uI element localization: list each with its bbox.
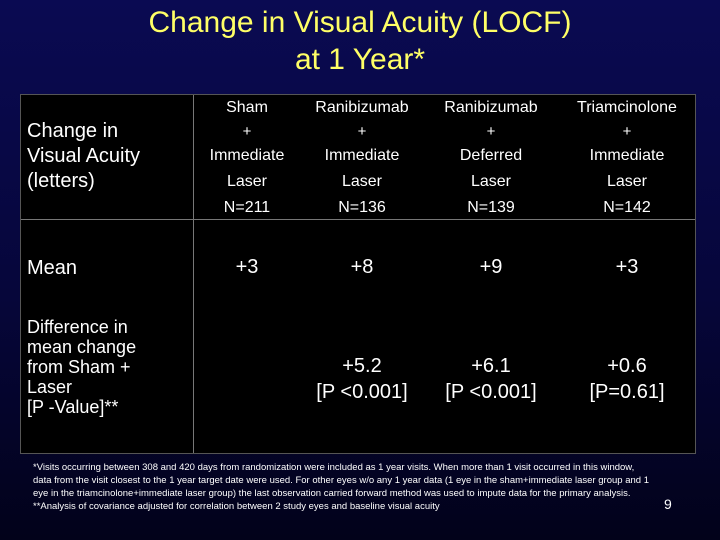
difference-label-line-4: Laser [27,377,73,397]
mean-value-ranibizumab-immediate: +8 [350,256,374,278]
column-plus: + [486,123,496,140]
mean-row-label: Mean [27,257,78,279]
column-treatment: Laser [470,173,512,190]
column-timing: Immediate [209,147,285,164]
column-n: N=142 [603,199,651,216]
column-timing: Immediate [589,147,665,164]
column-name: Ranibizumab [315,99,409,116]
column-treatment: Laser [226,173,268,190]
p-value: [P=0.61] [589,381,665,403]
column-name: Ranibizumab [444,99,538,116]
row-header-line-2: Visual Acuity [27,145,141,167]
column-timing: Deferred [459,147,523,164]
column-treatment: Laser [341,173,383,190]
column-n: N=136 [338,199,386,216]
footnote-analysis: **Analysis of covariance adjusted for co… [33,501,440,512]
column-name: Triamcinolone [577,99,677,116]
mean-value-triamcinolone: +3 [615,256,639,278]
title-line-1: Change in Visual Acuity (LOCF) [148,6,572,39]
results-table: Change in Visual Acuity (letters) Sham +… [20,94,696,454]
difference-value-ranibizumab-immediate: +5.2 [P <0.001] [292,353,432,405]
column-header-ranibizumab-immediate: Ranibizumab + Immediate Laser N=136 [298,95,426,221]
column-timing: Immediate [324,147,400,164]
difference-label-line-1: Difference in [27,317,128,337]
difference-row-label: Difference in mean change from Sham + La… [27,317,136,417]
difference-value: +0.6 [607,355,647,377]
column-name: Sham [226,99,268,116]
mean-value-sham: +3 [235,256,259,278]
difference-label-line-5: [P -Value]** [27,397,119,417]
mean-value-ranibizumab-deferred: +9 [479,256,503,278]
difference-value-triamcinolone: +0.6 [P=0.61] [557,353,697,405]
footnote-visits: *Visits occurring between 308 and 420 da… [33,462,649,499]
p-value: [P <0.001] [445,381,537,403]
column-plus: + [242,123,252,140]
column-header-triamcinolone: Triamcinolone + Immediate Laser N=142 [563,95,691,221]
label-column-divider [193,95,194,453]
page-number: 9 [664,496,672,512]
p-value: [P <0.001] [316,381,408,403]
difference-label-line-3: from Sham + [27,357,131,377]
footnotes: *Visits occurring between 308 and 420 da… [33,461,653,513]
difference-value: +5.2 [342,355,382,377]
difference-label-line-2: mean change [27,337,137,357]
slide-title: Change in Visual Acuity (LOCF) at 1 Year… [0,4,720,78]
difference-value: +6.1 [471,355,511,377]
row-header-line-3: (letters) [27,170,95,192]
column-treatment: Laser [606,173,648,190]
row-header-line-1: Change in [27,120,119,142]
difference-value-ranibizumab-deferred: +6.1 [P <0.001] [421,353,561,405]
column-n: N=211 [223,199,271,216]
title-line-2: at 1 Year* [294,43,426,76]
column-plus: + [622,123,632,140]
column-plus: + [357,123,367,140]
header-divider [21,219,695,220]
column-n: N=139 [467,199,515,216]
column-header-sham: Sham + Immediate Laser N=211 [183,95,311,221]
row-header-label: Change in Visual Acuity (letters) [27,119,140,194]
column-header-ranibizumab-deferred: Ranibizumab + Deferred Laser N=139 [427,95,555,221]
